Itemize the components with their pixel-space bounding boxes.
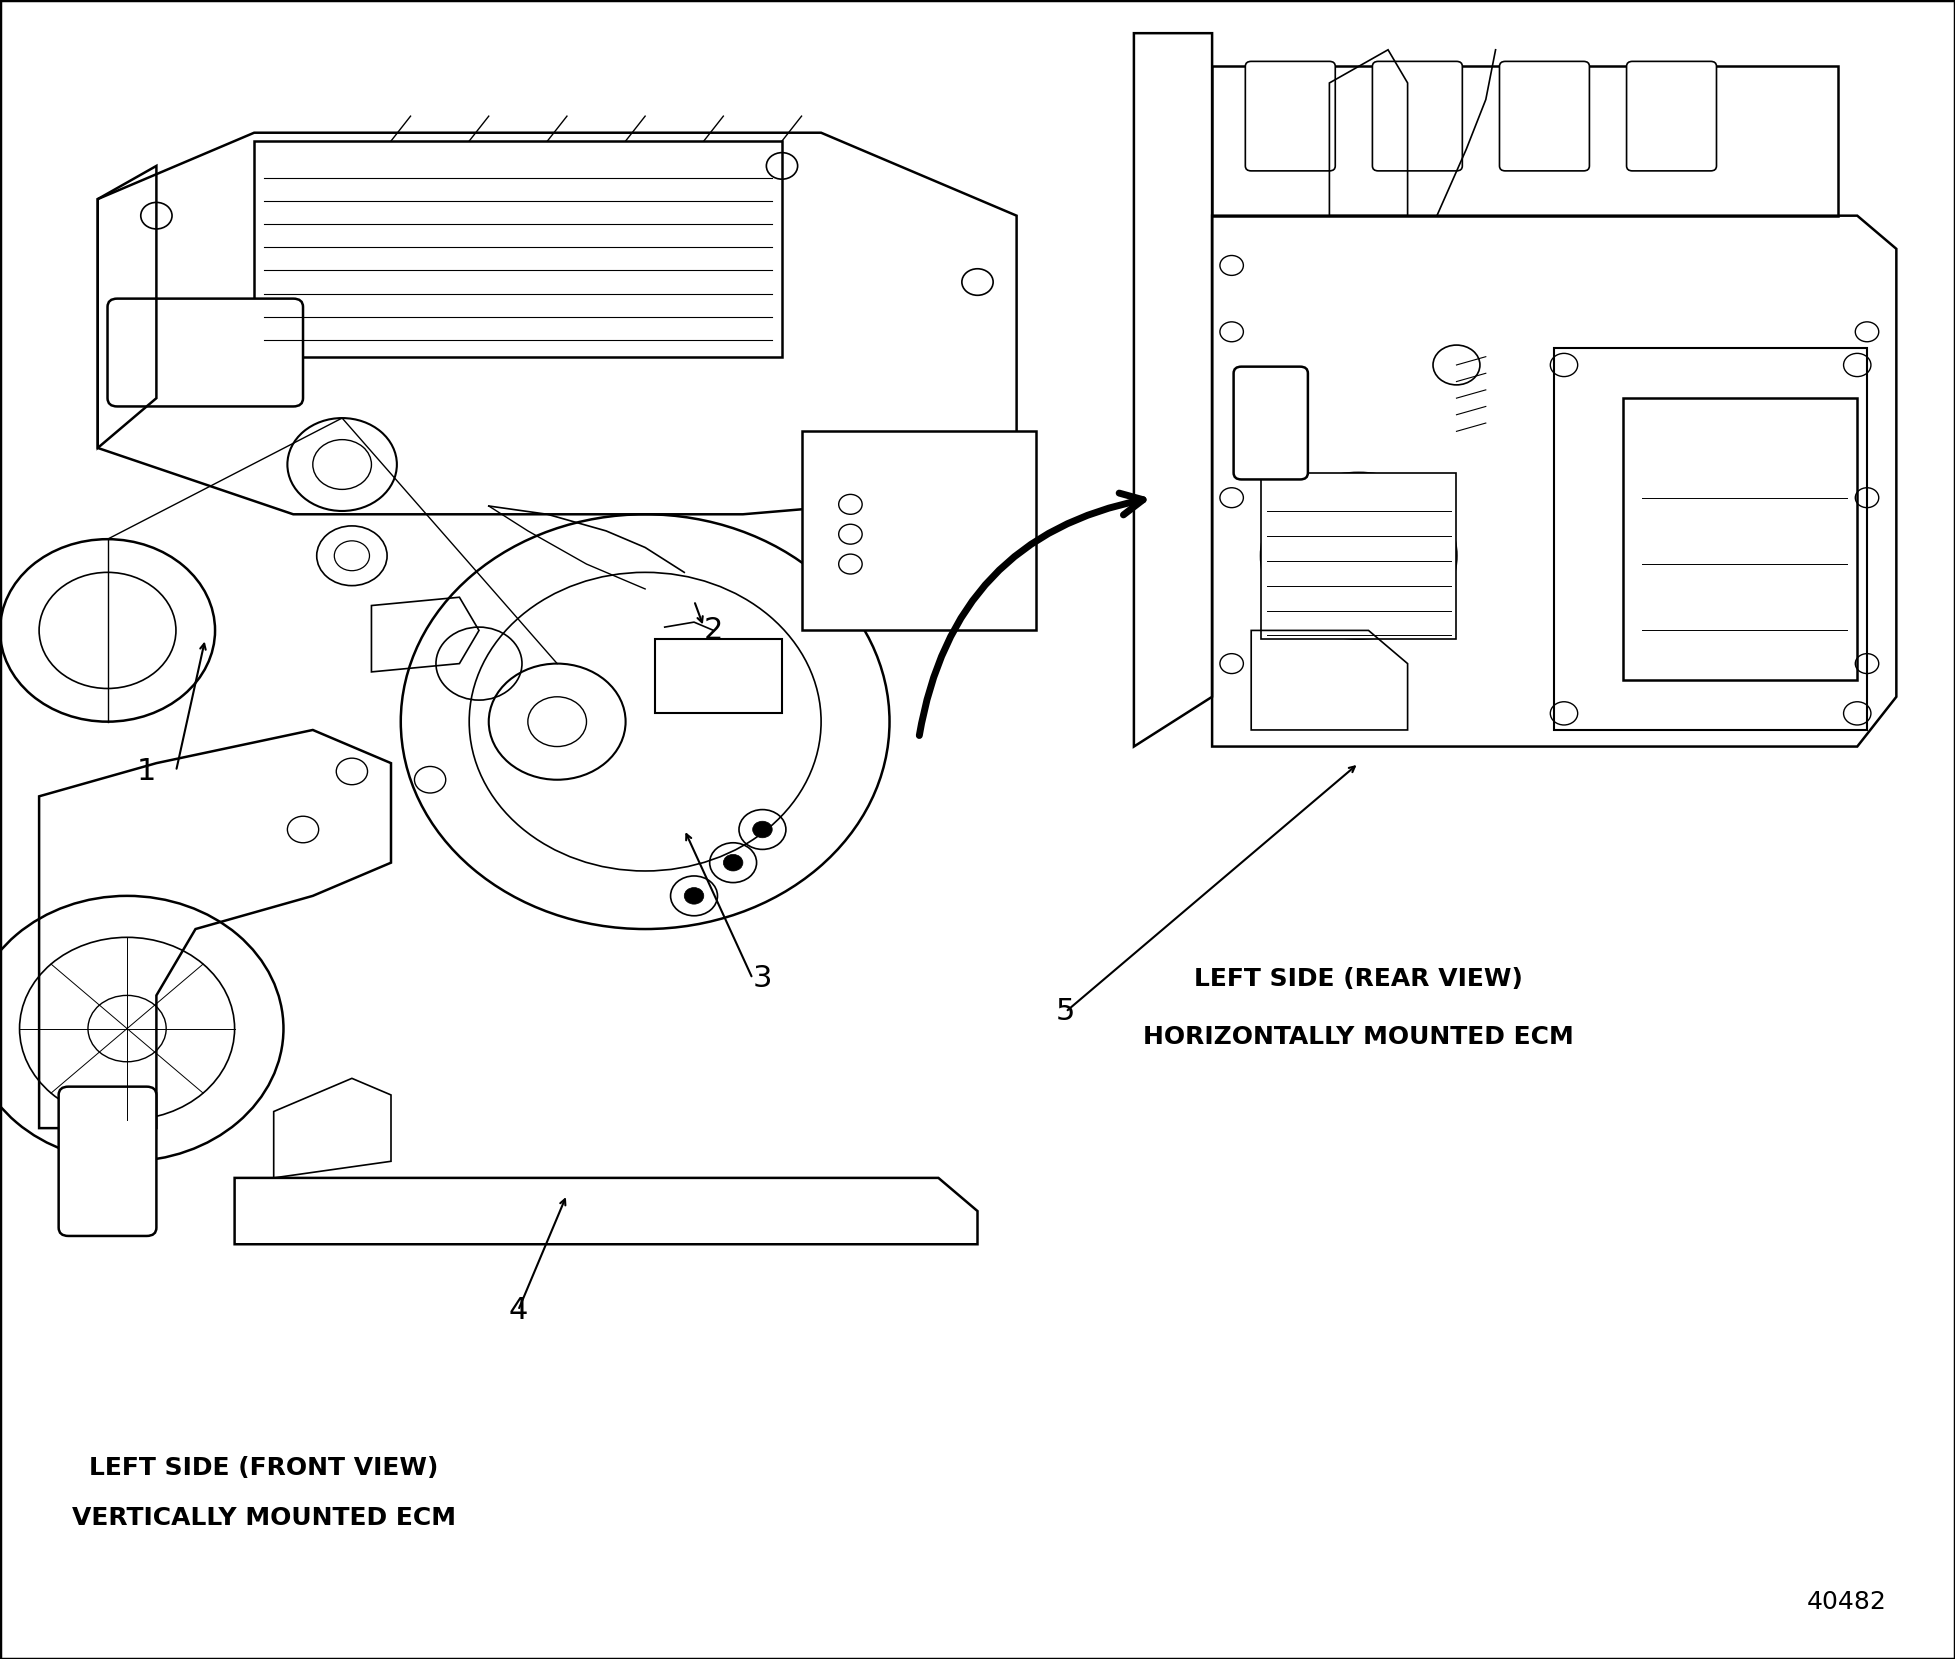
Circle shape — [684, 888, 704, 904]
Circle shape — [753, 821, 772, 838]
FancyBboxPatch shape — [1234, 367, 1308, 479]
Text: LEFT SIDE (FRONT VIEW): LEFT SIDE (FRONT VIEW) — [90, 1457, 438, 1480]
FancyBboxPatch shape — [1554, 348, 1867, 730]
Text: 40482: 40482 — [1806, 1591, 1887, 1614]
Text: LEFT SIDE (REAR VIEW): LEFT SIDE (REAR VIEW) — [1195, 967, 1523, 990]
Text: 1: 1 — [137, 757, 156, 786]
Text: 5: 5 — [1056, 997, 1075, 1027]
FancyBboxPatch shape — [655, 639, 782, 713]
FancyBboxPatch shape — [802, 431, 1036, 630]
Text: 3: 3 — [753, 964, 772, 994]
FancyBboxPatch shape — [1499, 61, 1589, 171]
FancyBboxPatch shape — [1623, 398, 1857, 680]
FancyBboxPatch shape — [59, 1087, 156, 1236]
FancyBboxPatch shape — [108, 299, 303, 406]
Text: 2: 2 — [704, 615, 723, 645]
FancyBboxPatch shape — [1372, 61, 1462, 171]
FancyBboxPatch shape — [1212, 66, 1838, 216]
Text: 4: 4 — [508, 1296, 528, 1326]
Text: HORIZONTALLY MOUNTED ECM: HORIZONTALLY MOUNTED ECM — [1144, 1025, 1574, 1048]
FancyBboxPatch shape — [1261, 473, 1456, 639]
Circle shape — [723, 854, 743, 871]
Text: VERTICALLY MOUNTED ECM: VERTICALLY MOUNTED ECM — [72, 1506, 456, 1530]
FancyBboxPatch shape — [1627, 61, 1716, 171]
FancyBboxPatch shape — [1245, 61, 1335, 171]
